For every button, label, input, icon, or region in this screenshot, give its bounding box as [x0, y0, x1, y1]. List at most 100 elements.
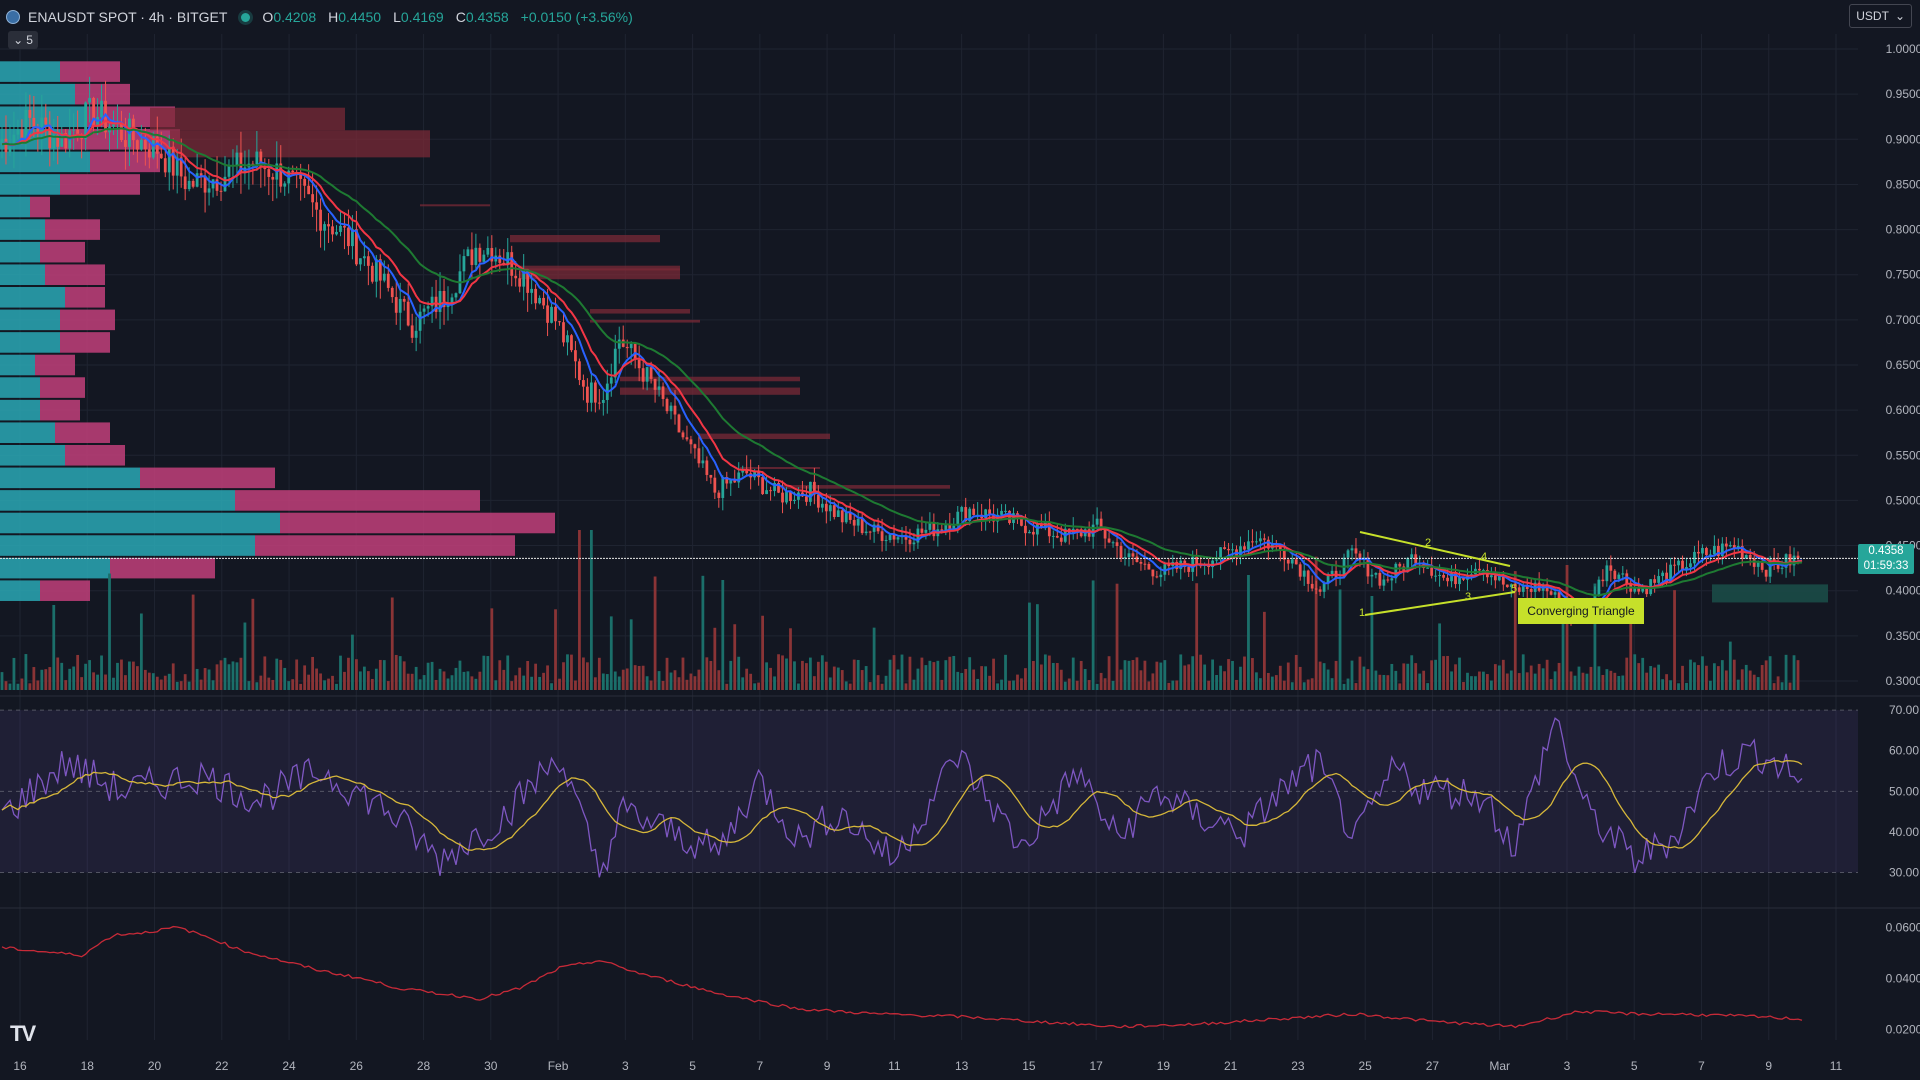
- volume-bar: [550, 683, 553, 690]
- candle-body: [139, 139, 143, 150]
- candle-body: [805, 496, 808, 502]
- candle-body: [745, 469, 749, 474]
- volume-bar: [1195, 583, 1199, 690]
- volume-bar: [1525, 672, 1529, 690]
- candle-body: [239, 152, 243, 174]
- candle-body: [1701, 548, 1704, 554]
- volume-bar: [1665, 674, 1668, 690]
- candle-body: [884, 540, 888, 542]
- candle-body: [1752, 558, 1756, 567]
- candle-body: [1768, 558, 1772, 577]
- volume-profile-sell: [65, 444, 125, 466]
- volume-profile-buy: [0, 557, 110, 579]
- candle-body: [1669, 564, 1672, 582]
- volume-profile-sell: [45, 219, 100, 240]
- volume-bar: [1649, 666, 1653, 690]
- supply-zone: [820, 494, 940, 497]
- candle-body: [442, 290, 446, 308]
- volume-profile-buy: [0, 332, 60, 353]
- indicators-collapse-button[interactable]: ⌄ 5: [8, 31, 38, 49]
- candle-body: [486, 248, 490, 255]
- volume-bar: [824, 661, 828, 690]
- volume-bar: [1270, 676, 1274, 690]
- candle-body: [1517, 587, 1521, 592]
- candle-body: [343, 225, 346, 228]
- candle-body: [1035, 524, 1039, 535]
- volume-bar: [1677, 683, 1680, 690]
- volume-bar: [1159, 662, 1163, 690]
- candle-body: [259, 151, 263, 168]
- volume-profile-sell: [280, 512, 555, 534]
- symbol-title[interactable]: ENAUSDT SPOT · 4h · BITGET: [28, 9, 228, 25]
- candle-body: [92, 97, 95, 127]
- candle-body: [725, 476, 729, 484]
- chevron-down-icon: ⌄: [1894, 9, 1905, 23]
- volume-bar: [1402, 663, 1406, 690]
- volume-bar: [1298, 666, 1302, 690]
- candle-body: [1167, 564, 1171, 567]
- volume-bar: [1577, 666, 1581, 690]
- candle-body: [466, 249, 470, 257]
- currency-selector[interactable]: USDT ⌄: [1849, 4, 1912, 28]
- volume-bar: [1143, 660, 1147, 690]
- candle-body: [410, 325, 414, 338]
- candle-body: [761, 477, 765, 495]
- volume-bar: [139, 613, 143, 690]
- volume-bar: [530, 676, 534, 690]
- volume-bar: [1462, 682, 1465, 690]
- volume-bar: [641, 665, 645, 690]
- volume-bar: [1012, 680, 1015, 690]
- volume-bar: [809, 657, 812, 690]
- candle-body: [370, 265, 374, 282]
- candle-body: [1553, 592, 1557, 595]
- volume-profile-buy: [0, 467, 140, 489]
- volume-bar: [1681, 665, 1684, 690]
- volume-bar: [1211, 659, 1215, 690]
- candle-body: [159, 153, 163, 159]
- price-tick-label: 0.7000: [1886, 313, 1920, 327]
- candle-body: [1251, 541, 1254, 543]
- candle-body: [167, 146, 171, 173]
- volume-bar: [1653, 667, 1657, 690]
- volume-bar: [1454, 664, 1457, 690]
- volume-bar: [1593, 583, 1597, 690]
- candle-body: [64, 133, 68, 149]
- volume-bar: [1697, 665, 1700, 690]
- volume-bar: [311, 656, 315, 690]
- volume-bar: [1505, 673, 1509, 690]
- volume-bar: [1063, 681, 1067, 690]
- volume-bar: [394, 654, 398, 690]
- volume-bar: [625, 668, 629, 690]
- volume-bar: [339, 655, 342, 690]
- volume-bar: [283, 667, 287, 690]
- candle-body: [44, 117, 48, 125]
- candle-body: [335, 231, 338, 235]
- volume-bar: [1135, 657, 1139, 690]
- price-tick-label: 0.5000: [1886, 493, 1920, 507]
- x-tick-label: 5: [1631, 1059, 1638, 1073]
- volume-bar: [92, 672, 95, 690]
- volume-bar: [546, 665, 549, 690]
- volume-profile-buy: [0, 580, 40, 601]
- volume-bar: [1430, 660, 1434, 690]
- candle-body: [1382, 579, 1386, 586]
- candle-body: [1784, 554, 1788, 568]
- volume-bar: [820, 655, 824, 690]
- candle-body: [171, 146, 175, 176]
- candle-body: [8, 144, 12, 153]
- x-tick-label: 5: [689, 1059, 696, 1073]
- candle-body: [729, 479, 733, 484]
- volume-bar: [1732, 659, 1736, 690]
- candle-body: [689, 439, 693, 445]
- volume-bar: [1521, 654, 1525, 690]
- volume-bar: [984, 666, 988, 690]
- candle-body: [1609, 565, 1613, 571]
- candle-body: [570, 335, 573, 351]
- volume-bar: [155, 676, 159, 690]
- candle-body: [1748, 554, 1752, 559]
- x-tick-label: 22: [215, 1059, 229, 1073]
- volume-bar: [661, 680, 665, 690]
- volume-bar: [1760, 665, 1764, 690]
- candle-body: [1478, 568, 1481, 571]
